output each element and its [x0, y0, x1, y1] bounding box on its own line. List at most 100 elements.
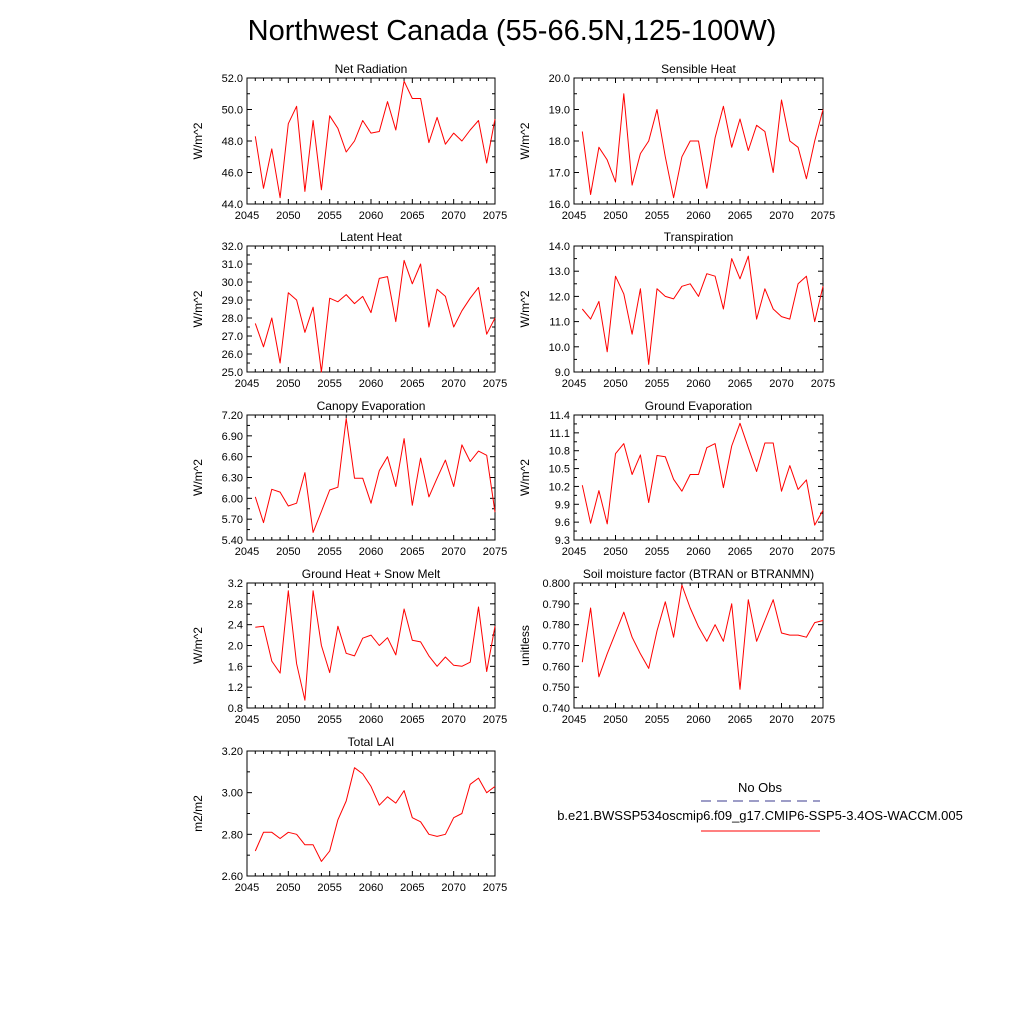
y-tick-label: 10.0	[549, 342, 570, 354]
x-tick-label: 2045	[235, 210, 259, 222]
x-tick-label: 2075	[483, 882, 507, 894]
x-tick-label: 2065	[400, 378, 424, 390]
x-tick-label: 2065	[400, 882, 424, 894]
x-tick-label: 2070	[769, 210, 793, 222]
x-tick-label: 2060	[359, 210, 383, 222]
x-tick-label: 2070	[441, 546, 465, 558]
y-tick-label: 3.2	[228, 578, 243, 590]
x-tick-label: 2070	[441, 378, 465, 390]
x-tick-label: 2050	[603, 210, 627, 222]
x-tick-label: 2065	[728, 378, 752, 390]
x-tick-label: 2065	[400, 714, 424, 726]
y-tick-label: 11.4	[549, 410, 570, 422]
x-tick-label: 2070	[441, 714, 465, 726]
y-tick-label: 50.0	[222, 105, 243, 117]
y-axis-label: W/m^2	[191, 459, 205, 496]
x-tick-label: 2060	[686, 210, 710, 222]
y-tick-label: 19.0	[549, 105, 570, 117]
y-tick-label: 2.4	[228, 620, 243, 632]
x-tick-label: 2075	[483, 714, 507, 726]
y-tick-label: 29.0	[222, 295, 243, 307]
x-tick-label: 2050	[276, 210, 300, 222]
x-tick-label: 2075	[811, 546, 835, 558]
y-axis-label: W/m^2	[191, 122, 205, 159]
x-tick-label: 2045	[562, 378, 586, 390]
y-tick-label: 2.8	[228, 599, 243, 611]
series-line	[581, 255, 824, 365]
series-line	[254, 259, 496, 373]
series-line	[581, 422, 824, 526]
y-tick-label: 11.0	[549, 317, 570, 329]
series-line	[254, 767, 496, 862]
series-line	[581, 93, 824, 199]
y-tick-label: 2.60	[222, 871, 243, 883]
x-tick-label: 2060	[359, 378, 383, 390]
x-tick-label: 2060	[686, 714, 710, 726]
x-tick-label: 2055	[317, 546, 341, 558]
y-tick-label: 32.0	[222, 241, 243, 253]
y-tick-label: 13.0	[549, 266, 570, 278]
x-tick-label: 2070	[441, 882, 465, 894]
x-tick-label: 2045	[235, 882, 259, 894]
y-tick-label: 10.5	[549, 464, 570, 476]
x-tick-label: 2050	[603, 378, 627, 390]
x-tick-label: 2060	[686, 546, 710, 558]
y-tick-label: 5.70	[222, 514, 243, 526]
x-tick-label: 2050	[276, 546, 300, 558]
y-tick-label: 9.0	[555, 367, 570, 379]
y-axis-label: W/m^2	[518, 122, 532, 159]
y-tick-label: 0.750	[542, 682, 570, 694]
y-tick-label: 44.0	[222, 199, 243, 211]
panel-net-radiation: Net Radiation W/m^2 44.0 46.0 48.0 50.0 52.0 20…	[191, 62, 507, 222]
panel-sensible-heat: Sensible Heat W/m^2 16.0 17.0 18.0 19.0 20.0 20…	[518, 62, 835, 222]
legend: No Obs b.e21.BWSSP534oscmip6.f09_g17.CMI…	[557, 780, 963, 832]
y-tick-label: 30.0	[222, 277, 243, 289]
x-tick-label: 2045	[235, 546, 259, 558]
x-tick-label: 2055	[317, 378, 341, 390]
y-tick-label: 0.800	[542, 578, 570, 590]
x-tick-label: 2065	[728, 546, 752, 558]
y-axis-label: W/m^2	[191, 290, 205, 327]
y-axis-label: W/m^2	[518, 459, 532, 496]
panel-title: Net Radiation	[335, 62, 408, 76]
y-tick-label: 46.0	[222, 168, 243, 180]
x-tick-label: 2060	[359, 714, 383, 726]
x-tick-label: 2075	[811, 210, 835, 222]
y-tick-label: 26.0	[222, 349, 243, 361]
y-tick-label: 10.8	[549, 446, 570, 458]
y-tick-label: 0.770	[542, 641, 570, 653]
y-tick-label: 9.6	[555, 517, 570, 529]
y-tick-label: 16.0	[549, 199, 570, 211]
x-tick-label: 2065	[400, 210, 424, 222]
y-tick-label: 5.40	[222, 535, 243, 547]
y-tick-label: 52.0	[222, 73, 243, 85]
y-tick-label: 14.0	[549, 241, 570, 253]
y-tick-label: 0.8	[228, 703, 243, 715]
series-line	[254, 418, 496, 533]
y-tick-label: 28.0	[222, 313, 243, 325]
panel-title: Sensible Heat	[661, 62, 736, 76]
panel-soil-moisture-factor-btran-or-btranmn: Soil moisture factor (BTRAN or BTRANMN) u…	[518, 567, 835, 726]
y-tick-label: 9.3	[555, 535, 570, 547]
x-tick-label: 2055	[645, 210, 669, 222]
y-tick-label: 3.20	[222, 746, 243, 758]
series-line	[581, 584, 824, 690]
x-tick-label: 2045	[562, 210, 586, 222]
y-tick-label: 7.20	[222, 410, 243, 422]
legend-model-label: b.e21.BWSSP534oscmip6.f09_g17.CMIP6-SSP5…	[557, 808, 963, 823]
y-tick-label: 31.0	[222, 259, 243, 271]
y-tick-label: 6.30	[222, 473, 243, 485]
x-tick-label: 2075	[483, 546, 507, 558]
x-tick-label: 2060	[359, 882, 383, 894]
panel-title: Ground Heat + Snow Melt	[302, 567, 441, 581]
x-tick-label: 2045	[562, 546, 586, 558]
y-tick-label: 27.0	[222, 331, 243, 343]
y-tick-label: 6.00	[222, 493, 243, 505]
x-tick-label: 2050	[276, 882, 300, 894]
x-tick-label: 2055	[645, 378, 669, 390]
plot-frame	[573, 582, 824, 709]
series-line	[254, 80, 496, 199]
panel-title: Transpiration	[664, 230, 734, 244]
y-tick-label: 20.0	[549, 73, 570, 85]
